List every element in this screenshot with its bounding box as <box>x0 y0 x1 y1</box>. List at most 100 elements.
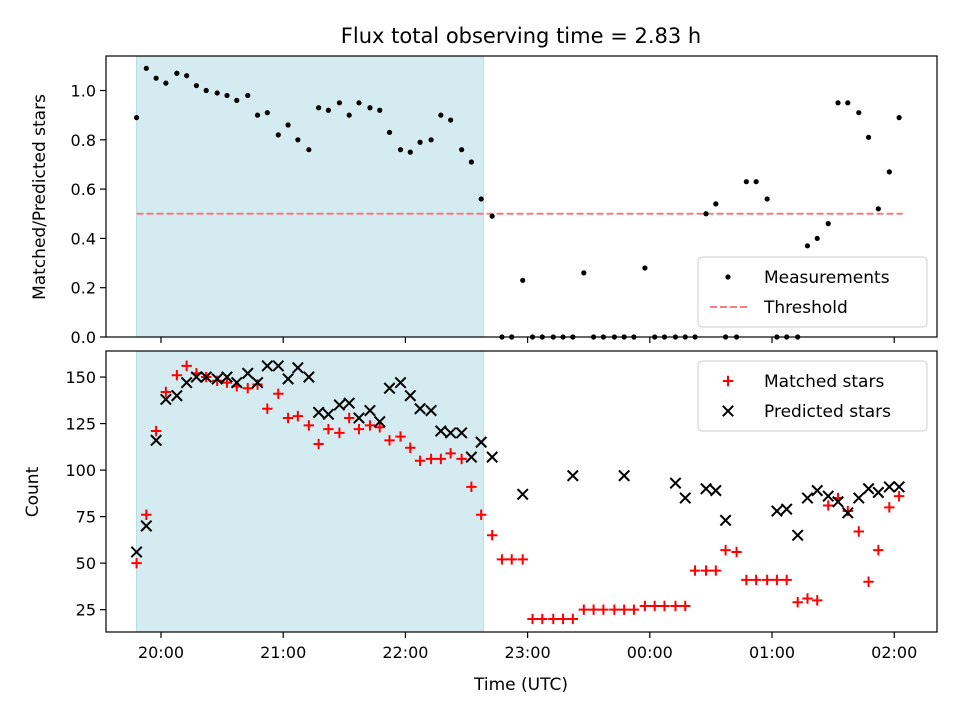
data-point <box>588 604 599 615</box>
data-point <box>703 211 709 217</box>
data-point <box>377 107 383 113</box>
data-point <box>496 554 508 565</box>
data-point <box>642 265 648 271</box>
data-point <box>395 431 406 442</box>
data-point <box>475 509 487 520</box>
y-tick-label: 100 <box>65 461 96 480</box>
legend: Matched stars Predicted stars <box>697 360 928 432</box>
data-point <box>639 600 651 612</box>
data-point <box>245 92 251 99</box>
data-point <box>741 574 752 586</box>
data-point <box>823 500 834 511</box>
data-point <box>835 100 841 106</box>
observing-window-shade <box>136 55 485 338</box>
data-point <box>527 613 538 625</box>
data-point <box>842 505 853 517</box>
data-point <box>313 438 324 450</box>
data-point <box>373 415 386 428</box>
data-point <box>343 397 356 410</box>
data-point <box>159 393 172 406</box>
data-point <box>241 367 254 380</box>
data-point <box>489 213 495 219</box>
data-point <box>181 360 192 372</box>
data-point <box>252 379 263 390</box>
legend-swatch <box>725 274 731 280</box>
x-axis-label: Time (UTC) <box>473 675 568 695</box>
count-plot-area: 25 50 75 100 125 150 20:00 21:00 22:00 23:00 00:00… <box>65 350 938 662</box>
data-point <box>242 383 253 394</box>
data-point <box>224 92 230 99</box>
data-point <box>444 426 457 439</box>
data-point <box>333 399 346 411</box>
data-point <box>203 87 209 94</box>
data-point <box>180 376 193 389</box>
data-point <box>414 455 426 466</box>
data-point <box>184 73 190 79</box>
data-point <box>334 427 345 439</box>
data-point <box>700 565 712 576</box>
data-point <box>346 112 352 118</box>
data-point <box>516 488 529 501</box>
data-point <box>230 376 243 389</box>
data-point <box>832 495 844 508</box>
y-tick-label: 0.8 <box>71 131 96 150</box>
data-point <box>689 565 701 576</box>
data-point <box>486 530 498 541</box>
data-point <box>884 502 895 513</box>
data-point <box>478 196 484 202</box>
data-point <box>465 451 478 463</box>
data-point <box>598 604 609 615</box>
data-point <box>261 359 274 372</box>
data-point <box>163 80 169 86</box>
data-point <box>792 597 803 608</box>
data-point <box>383 382 396 395</box>
data-point <box>364 420 376 431</box>
data-point <box>896 115 902 121</box>
data-point <box>394 376 407 389</box>
data-point <box>731 546 742 558</box>
data-point <box>822 490 835 503</box>
data-point <box>254 112 261 118</box>
data-point <box>459 147 465 153</box>
data-point <box>325 107 332 113</box>
data-point <box>811 484 824 497</box>
x-tick-label: 21:00 <box>260 643 306 662</box>
data-point <box>170 389 183 402</box>
data-point <box>893 480 906 493</box>
data-point <box>384 435 395 446</box>
data-point <box>150 425 162 437</box>
legend-swatch <box>722 405 734 417</box>
data-point <box>438 112 444 118</box>
data-point <box>466 481 477 493</box>
data-point <box>131 557 142 569</box>
data-point <box>853 526 864 537</box>
series-predicted-stars <box>130 359 906 558</box>
data-point <box>856 110 862 116</box>
ratio-panel: 0.00.20.40.60.81.0MeasurementsThreshold … <box>30 55 938 347</box>
legend-label: Measurements <box>764 268 890 288</box>
data-point <box>221 377 233 388</box>
y-tick-label: 0.6 <box>71 180 96 199</box>
data-point <box>567 613 579 625</box>
data-point <box>405 442 416 453</box>
data-point <box>285 122 291 128</box>
data-point <box>743 179 749 185</box>
data-point <box>414 402 426 415</box>
data-point <box>190 371 203 383</box>
data-point <box>364 404 376 417</box>
data-point <box>323 423 334 435</box>
data-point <box>669 477 682 490</box>
legend-label: Threshold <box>763 298 848 318</box>
legend-label: Predicted stars <box>764 402 891 422</box>
data-point <box>781 574 792 586</box>
y-tick-label: 0.0 <box>71 328 96 347</box>
y-tick-label: 50 <box>76 554 96 573</box>
data-point <box>312 406 325 419</box>
data-point <box>719 514 732 527</box>
data-point <box>862 482 875 495</box>
data-point <box>386 129 393 136</box>
y-tick-label: 125 <box>65 415 96 434</box>
data-point <box>316 105 322 111</box>
data-point <box>764 196 770 202</box>
data-point <box>417 139 423 145</box>
